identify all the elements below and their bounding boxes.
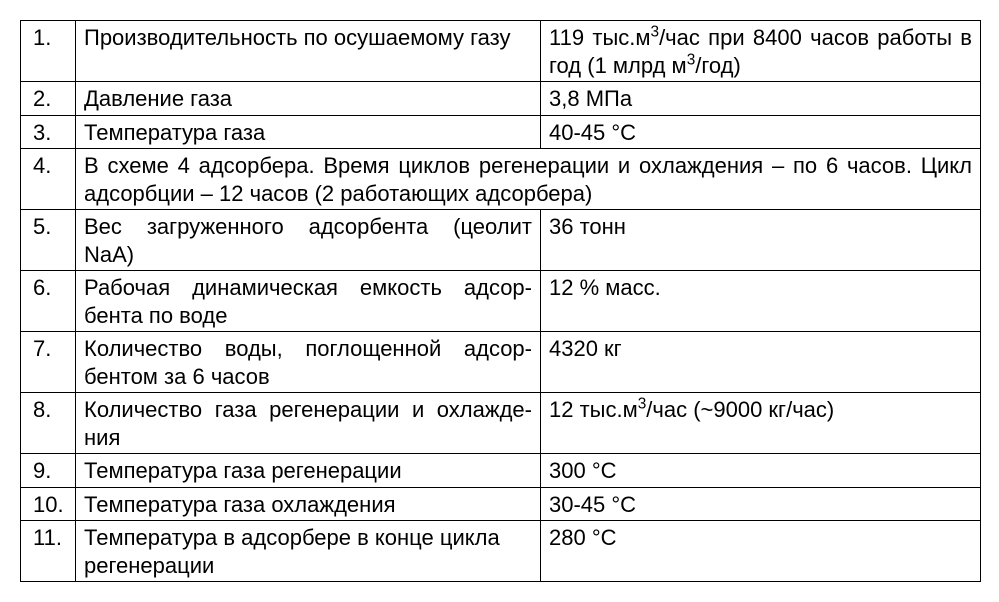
row-number: 2. bbox=[21, 82, 76, 116]
row-value: 4320 кг bbox=[541, 332, 981, 393]
row-parameter: Температура газа регенерации bbox=[76, 454, 541, 488]
row-parameter: Температура газа bbox=[76, 115, 541, 149]
table-body: 1.Производительность по осушаемому газу1… bbox=[21, 21, 981, 582]
table-row: 4.В схеме 4 адсорбера. Время циклов реге… bbox=[21, 149, 981, 210]
row-parameter: Температура газа охлаждения bbox=[76, 487, 541, 521]
table-row: 10.Температура газа охлаждения30-45 °C bbox=[21, 487, 981, 521]
row-number: 6. bbox=[21, 271, 76, 332]
row-value: 119 тыс.м3/час при 8400 часов работы в г… bbox=[541, 21, 981, 82]
row-number: 1. bbox=[21, 21, 76, 82]
row-value: 280 °C bbox=[541, 521, 981, 582]
row-parameter: Количество газа регенерации и охлажде-ни… bbox=[76, 393, 541, 454]
row-value: 3,8 МПа bbox=[541, 82, 981, 116]
table-row: 9.Температура газа регенерации300 °C bbox=[21, 454, 981, 488]
row-value: 12 % масс. bbox=[541, 271, 981, 332]
parameters-table: 1.Производительность по осушаемому газу1… bbox=[20, 20, 981, 582]
row-parameter: Рабочая динамическая емкость адсор-бента… bbox=[76, 271, 541, 332]
table-row: 2.Давление газа3,8 МПа bbox=[21, 82, 981, 116]
table-row: 1.Производительность по осушаемому газу1… bbox=[21, 21, 981, 82]
row-number: 4. bbox=[21, 149, 76, 210]
row-value: 12 тыс.м3/час (~9000 кг/час) bbox=[541, 393, 981, 454]
row-parameter: Давление газа bbox=[76, 82, 541, 116]
table-row: 8.Количество газа регенерации и охлажде-… bbox=[21, 393, 981, 454]
row-parameter: Производительность по осушаемому газу bbox=[76, 21, 541, 82]
table-row: 11.Температура в адсорбере в конце цикла… bbox=[21, 521, 981, 582]
row-value: 40-45 °C bbox=[541, 115, 981, 149]
row-number: 7. bbox=[21, 332, 76, 393]
row-number: 3. bbox=[21, 115, 76, 149]
row-number: 8. bbox=[21, 393, 76, 454]
row-value: 36 тонн bbox=[541, 210, 981, 271]
table-row: 7.Количество воды, поглощенной адсор-бен… bbox=[21, 332, 981, 393]
row-number: 9. bbox=[21, 454, 76, 488]
row-parameter: Количество воды, поглощенной адсор-бенто… bbox=[76, 332, 541, 393]
row-full-text: В схеме 4 адсорбера. Время циклов регене… bbox=[76, 149, 981, 210]
row-number: 10. bbox=[21, 487, 76, 521]
row-number: 5. bbox=[21, 210, 76, 271]
row-number: 11. bbox=[21, 521, 76, 582]
row-value: 30-45 °C bbox=[541, 487, 981, 521]
row-parameter: Вес загруженного адсорбента (цеолитNaA) bbox=[76, 210, 541, 271]
table-row: 3.Температура газа40-45 °C bbox=[21, 115, 981, 149]
row-value: 300 °C bbox=[541, 454, 981, 488]
table-row: 5.Вес загруженного адсорбента (цеолитNaA… bbox=[21, 210, 981, 271]
row-parameter: Температура в адсорбере в конце цикла ре… bbox=[76, 521, 541, 582]
table-row: 6.Рабочая динамическая емкость адсор-бен… bbox=[21, 271, 981, 332]
